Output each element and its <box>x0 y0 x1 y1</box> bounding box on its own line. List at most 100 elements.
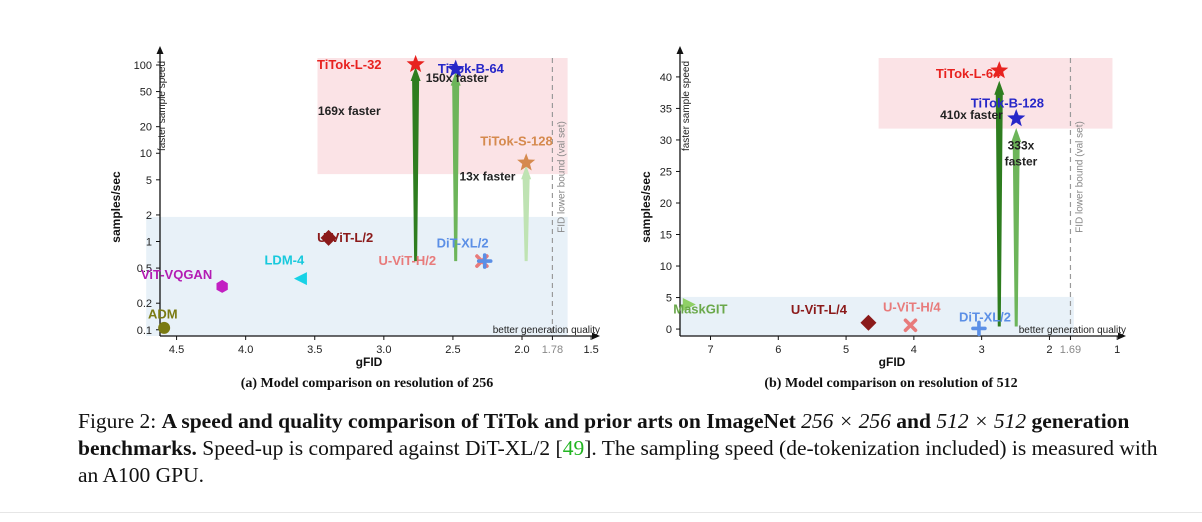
y-tick-label: 40 <box>660 72 672 84</box>
y-tick-label: 15 <box>660 230 672 242</box>
subcaption-256: (a) Model comparison on resolution of 25… <box>241 376 494 391</box>
speedup-arrow <box>994 80 1005 327</box>
y-tick-label: 1 <box>146 237 152 249</box>
x-tick-label: 2.0 <box>514 344 529 356</box>
speedup-label: 169x faster <box>318 104 381 118</box>
point-label: TiTok-L-64 <box>936 66 1001 81</box>
x-tick-label: 4.5 <box>169 344 184 356</box>
ldm-4-marker <box>293 272 307 286</box>
point-label: TiTok-S-128 <box>480 134 552 149</box>
y-tick-label: 2 <box>146 210 152 222</box>
speedup-label: 333x <box>1008 138 1035 152</box>
x-tick-label: 1.78 <box>542 344 563 356</box>
point-label: TiTok-B-64 <box>438 61 505 76</box>
caption-reference-link[interactable]: 49 <box>562 436 585 460</box>
caption-label: Figure 2: <box>78 409 162 433</box>
x-tick-label: 3.0 <box>376 344 391 356</box>
y-tick-label: 0.5 <box>137 263 152 275</box>
y-tick-label: 20 <box>140 122 152 134</box>
point-label: DiT-XL/2 <box>959 310 1011 325</box>
caption-plain-2: ]. The sampling speed (de-tokenization i… <box>78 436 1158 487</box>
y-axis-title: samples/sec <box>639 171 653 243</box>
y-tick-label: 100 <box>134 60 152 72</box>
point-label: U-ViT-L/2 <box>317 230 373 245</box>
x-tick-label: 4 <box>911 344 917 356</box>
figure-caption: Figure 2: A speed and quality comparison… <box>78 408 1173 489</box>
x-tick-label: 6 <box>775 344 781 356</box>
titok-b-64-marker <box>446 59 465 77</box>
point-label: U-ViT-H/2 <box>379 253 437 268</box>
titok-l-32-marker <box>406 54 425 73</box>
page-divider <box>0 512 1202 513</box>
y-tick-label: 0.1 <box>137 325 152 337</box>
speedup-label: 13x faster <box>459 170 515 184</box>
x-tick-label: 7 <box>707 344 713 356</box>
caption-math-1: 256 × 256 <box>801 409 891 433</box>
titok-s-128-marker <box>517 153 536 171</box>
speedup-arrow <box>1011 127 1022 327</box>
y-tick-label: 10 <box>140 148 152 160</box>
adm-marker <box>158 321 171 334</box>
x-axis-arrowhead <box>592 332 600 340</box>
y-tick-label: 5 <box>146 175 152 187</box>
fid-lower-bound-label: FID lower bound (val set) <box>556 121 567 233</box>
x-tick-label: 3 <box>979 344 985 356</box>
speedup-arrow <box>410 66 421 262</box>
x-axis-arrowhead <box>1118 332 1126 340</box>
y-tick-label: 0 <box>666 324 672 336</box>
speedup-arrow <box>450 71 461 262</box>
u-vit-l-4-marker <box>860 314 877 331</box>
x-tick-label: 1.5 <box>583 344 598 356</box>
y-tick-label: 20 <box>660 198 672 210</box>
x-axis-title: gFID <box>356 355 383 369</box>
dit-xl-2-marker <box>971 320 987 337</box>
speedup-label: 410x faster <box>940 108 1003 122</box>
x-axis-note: better generation quality <box>1019 325 1126 336</box>
x-tick-label: 3.5 <box>307 344 322 356</box>
point-label: TiTok-L-32 <box>317 57 382 72</box>
point-label: DiT-XL/2 <box>437 235 489 250</box>
x-tick-label: 2.5 <box>445 344 460 356</box>
y-axis-arrowhead <box>156 46 164 54</box>
point-label: ViT-VQGAN <box>141 267 212 282</box>
x-tick-label: 2 <box>1046 344 1052 356</box>
subcaption-512: (b) Model comparison on resolution of 51… <box>764 376 1017 391</box>
y-tick-label: 35 <box>660 103 672 115</box>
maskgit-marker <box>682 297 696 311</box>
x-axis-title: gFID <box>879 355 906 369</box>
speedup-arrow <box>521 165 532 262</box>
y-tick-label: 25 <box>660 166 672 178</box>
titok-b-128-marker <box>1007 109 1026 127</box>
caption-math-2: 512 × 512 <box>936 409 1027 433</box>
point-label: TiTok-B-128 <box>971 95 1044 110</box>
y-axis-note: faster sample speed <box>157 61 168 151</box>
titok-l-64-marker <box>990 61 1009 79</box>
x-tick-label: 1 <box>1114 344 1120 356</box>
caption-bold-3: generation benchmarks. <box>78 409 1130 460</box>
caption-plain-1: Speed-up is compared against DiT-XL/2 [ <box>196 436 563 460</box>
caption-bold-2: and <box>890 409 937 433</box>
y-tick-label: 30 <box>660 135 672 147</box>
point-label: ADM <box>148 307 178 322</box>
y-tick-label: 0.2 <box>137 298 152 310</box>
chart-panel-256: FID lower bound (val set) 0.1 0.2 0.5 1 2 5 10 2… <box>109 46 600 369</box>
prior-arts-region <box>146 216 568 336</box>
fid-lower-bound-label: FID lower bound (val set) <box>1074 121 1085 233</box>
chart-panel-512: FID lower bound (val set)051015202530354… <box>639 46 1126 369</box>
u-vit-l-2-marker <box>320 229 337 246</box>
x-tick-label: 1.69 <box>1060 344 1081 356</box>
point-label: LDM-4 <box>264 252 304 267</box>
y-tick-label: 5 <box>666 293 672 305</box>
y-tick-label: 10 <box>660 261 672 273</box>
x-tick-label: 5 <box>843 344 849 356</box>
y-axis-title: samples/sec <box>109 171 123 243</box>
speedup-label-line2: faster <box>1005 154 1038 168</box>
y-tick-label: 50 <box>140 87 152 99</box>
point-label: U-ViT-H/4 <box>883 300 941 315</box>
x-tick-label: 4.0 <box>238 344 253 356</box>
point-label: MaskGIT <box>673 302 727 317</box>
prior-arts-region <box>680 296 1074 336</box>
speedup-label: 150x faster <box>426 71 489 85</box>
x-axis-note: better generation quality <box>493 325 600 336</box>
u-vit-h-4-marker <box>903 318 918 333</box>
